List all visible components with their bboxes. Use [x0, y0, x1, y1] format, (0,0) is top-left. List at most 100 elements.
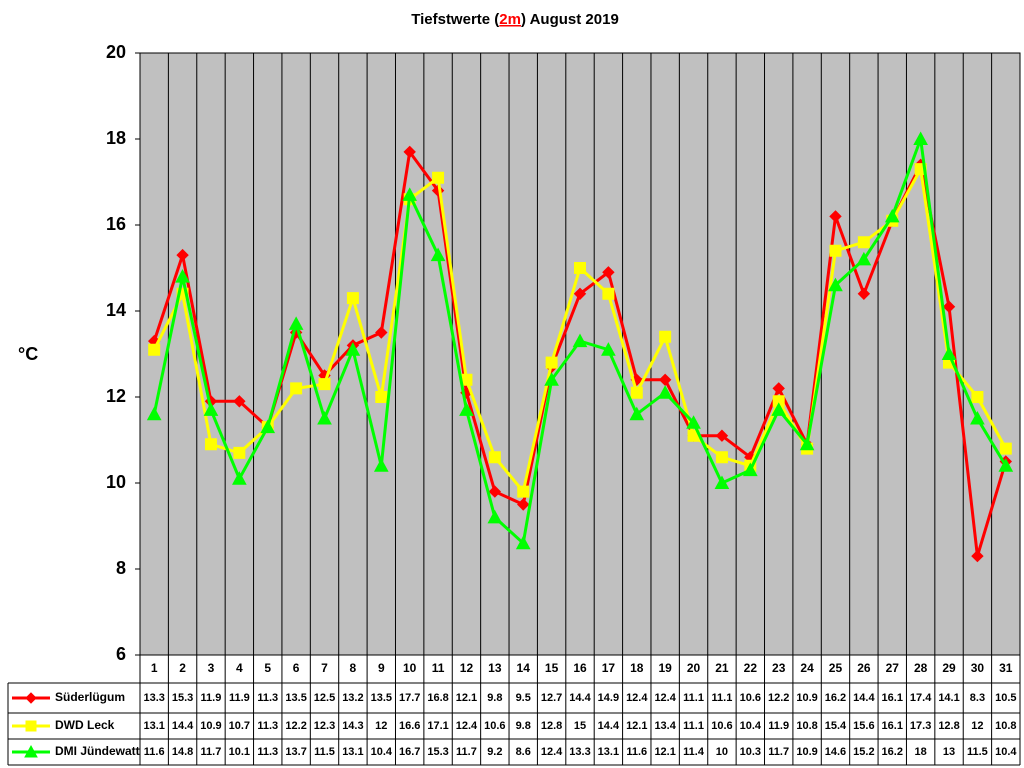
table-value: 9.5: [516, 692, 531, 704]
marker: [998, 458, 1014, 472]
table-value: 13.3: [143, 692, 164, 704]
marker: [686, 415, 701, 429]
marker: [884, 208, 900, 223]
legend-label: DMI Jündewatt: [55, 744, 140, 758]
x-tick-label: 2: [179, 661, 186, 675]
marker: [941, 346, 957, 360]
table-value: 12.7: [541, 692, 562, 704]
table-value: 16.2: [825, 692, 846, 704]
y-tick-label: 14: [106, 300, 126, 320]
table-value: 14.1: [938, 692, 959, 704]
table-value: 12.4: [456, 720, 478, 732]
table-value: 12.1: [626, 720, 647, 732]
marker: [517, 485, 530, 498]
table-value: 14.9: [598, 692, 619, 704]
table-value: 13.7: [285, 746, 306, 758]
table-value: 14.4: [598, 720, 620, 732]
marker: [515, 535, 531, 550]
marker: [602, 266, 615, 279]
table-value: 12.3: [314, 720, 335, 732]
table-value: 16.7: [399, 746, 420, 758]
marker: [146, 406, 162, 421]
marker: [714, 475, 730, 489]
legend-marker: [25, 692, 37, 704]
marker: [630, 386, 643, 399]
marker: [829, 244, 842, 257]
table-value: 16.8: [427, 692, 448, 704]
x-tick-label: 24: [800, 661, 814, 675]
y-tick-label: 6: [116, 644, 126, 664]
table-value: 10.5: [995, 692, 1016, 704]
table-value: 13.1: [143, 720, 164, 732]
marker: [175, 269, 190, 283]
table-value: 11.6: [144, 746, 165, 758]
x-tick-label: 25: [829, 661, 843, 675]
table-value: 12.4: [626, 692, 648, 704]
marker: [545, 356, 558, 369]
x-tick-label: 1: [151, 661, 158, 675]
table-value: 11.9: [201, 692, 222, 704]
table-value: 14.6: [825, 746, 846, 758]
y-tick-label: 20: [106, 42, 126, 62]
x-tick-label: 12: [460, 661, 474, 675]
table-value: 10: [716, 746, 728, 758]
table-value: 11.6: [626, 746, 647, 758]
table-value: 15.6: [853, 720, 874, 732]
table-value: 12.2: [285, 720, 306, 732]
x-tick-label: 27: [886, 661, 900, 675]
marker: [772, 382, 785, 395]
x-tick-label: 29: [942, 661, 956, 675]
x-tick-label: 9: [378, 661, 385, 675]
table-value: 15: [574, 720, 586, 732]
table-value: 13.1: [598, 746, 619, 758]
marker: [544, 372, 559, 386]
table-value: 11.9: [229, 692, 250, 704]
table-value: 11.4: [683, 746, 705, 758]
x-tick-label: 19: [658, 661, 672, 675]
plot-area: [139, 52, 1021, 656]
marker: [432, 171, 445, 184]
table-value: 16.6: [399, 720, 420, 732]
table-value: 8.3: [970, 692, 985, 704]
title-part: 2m: [499, 11, 521, 28]
table-value: 16.1: [882, 692, 903, 704]
marker: [857, 236, 870, 249]
y-tick-label: 18: [106, 128, 126, 148]
table-value: 11.1: [683, 692, 704, 704]
table-value: 10.7: [229, 720, 250, 732]
x-tick-label: 4: [236, 661, 243, 675]
table-value: 10.4: [740, 720, 762, 732]
table-value: 17.7: [399, 692, 420, 704]
table-value: 8.6: [516, 746, 531, 758]
marker: [488, 451, 501, 464]
marker: [403, 145, 416, 159]
table-value: 17.1: [427, 720, 448, 732]
x-tick-label: 16: [573, 661, 587, 675]
marker: [260, 419, 276, 434]
table-value: 12.1: [654, 746, 675, 758]
table-value: 10.6: [711, 720, 732, 732]
marker: [971, 549, 984, 563]
table-value: 9.2: [487, 746, 502, 758]
marker: [856, 251, 872, 266]
table-value: 12.5: [314, 692, 335, 704]
table-value: 14.4: [172, 720, 194, 732]
table-value: 13.3: [569, 746, 590, 758]
marker: [318, 378, 331, 391]
chart-title: Tiefstwerte (2m) August 2019: [411, 11, 619, 28]
x-tick-label: 28: [914, 661, 928, 675]
x-tick-label: 22: [744, 661, 758, 675]
table-value: 10.8: [995, 720, 1016, 732]
table-value: 13.1: [342, 746, 363, 758]
marker: [487, 509, 503, 524]
x-tick-label: 10: [403, 661, 417, 675]
marker: [574, 262, 586, 274]
table-value: 10.9: [796, 746, 817, 758]
marker: [602, 287, 615, 300]
table-value: 11.3: [257, 746, 278, 758]
x-tick-label: 6: [293, 661, 300, 675]
marker: [913, 131, 928, 145]
table-value: 10.6: [740, 692, 761, 704]
marker: [771, 402, 787, 416]
